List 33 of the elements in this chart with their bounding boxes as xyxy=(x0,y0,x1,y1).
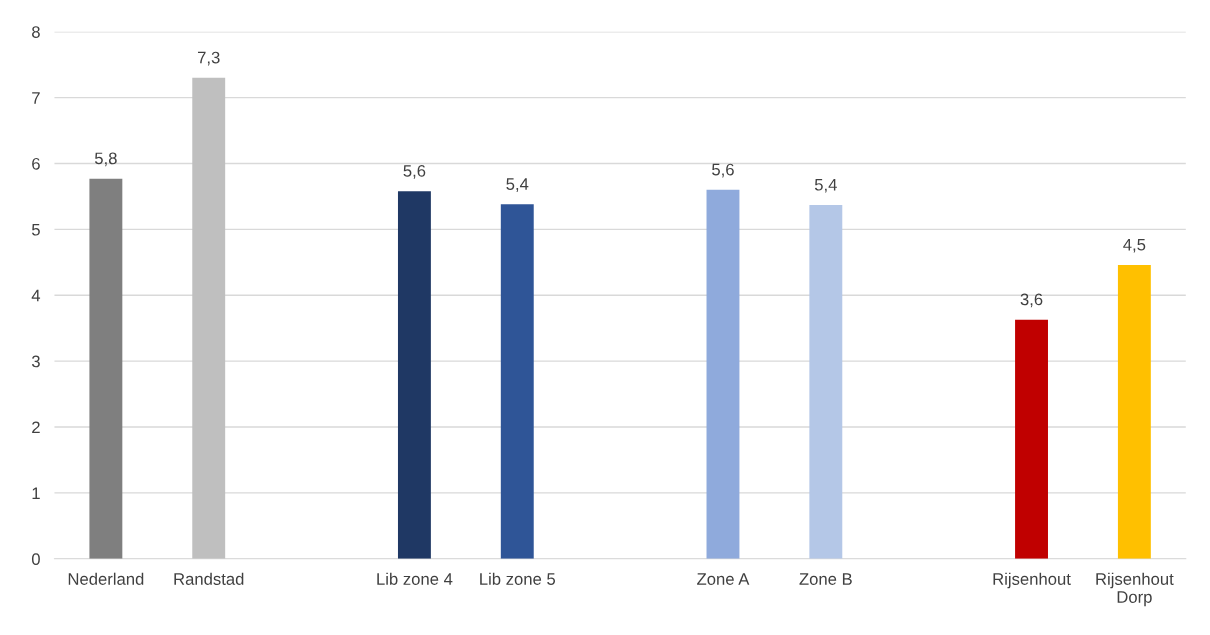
x-tick-label: Lib zone 4 xyxy=(377,572,453,585)
bar xyxy=(192,77,226,559)
x-tick-label: Zone B xyxy=(799,573,852,585)
data-label: 5,4 xyxy=(814,178,837,193)
x-tick-label: Randstad xyxy=(174,572,244,585)
data-label: 5,6 xyxy=(403,164,426,179)
bar xyxy=(89,178,123,559)
data-label: 5,4 xyxy=(506,178,529,192)
data-label: 5,8 xyxy=(94,152,117,167)
x-tick-label: Zone A xyxy=(697,573,750,585)
data-label: 7,3 xyxy=(198,51,220,66)
y-tick-label: 7 xyxy=(32,92,40,104)
bar xyxy=(706,189,740,559)
y-tick-label: 0 xyxy=(31,553,40,565)
bar xyxy=(1117,264,1151,559)
y-tick-label: 3 xyxy=(31,355,40,368)
x-tick-label: Nederland xyxy=(68,572,144,585)
data-label: 5,6 xyxy=(712,163,734,178)
x-tick-label: Rijsenhout Dorp xyxy=(1096,572,1174,607)
y-tick-label: 1 xyxy=(32,487,40,499)
bar xyxy=(1015,319,1048,559)
y-tick-label: 8 xyxy=(32,26,40,38)
data-label: 4,5 xyxy=(1123,238,1146,253)
bar xyxy=(397,191,431,559)
x-tick-label: Rijsenhout xyxy=(993,572,1071,589)
data-label: 3,6 xyxy=(1020,293,1043,308)
y-tick-label: 4 xyxy=(31,289,41,302)
y-tick-label: 2 xyxy=(32,421,40,434)
y-tick-label: 5 xyxy=(31,223,40,236)
bar xyxy=(809,205,843,559)
bar xyxy=(500,204,534,559)
x-tick-label: Lib zone 5 xyxy=(480,572,556,585)
y-tick-label: 6 xyxy=(32,157,40,170)
